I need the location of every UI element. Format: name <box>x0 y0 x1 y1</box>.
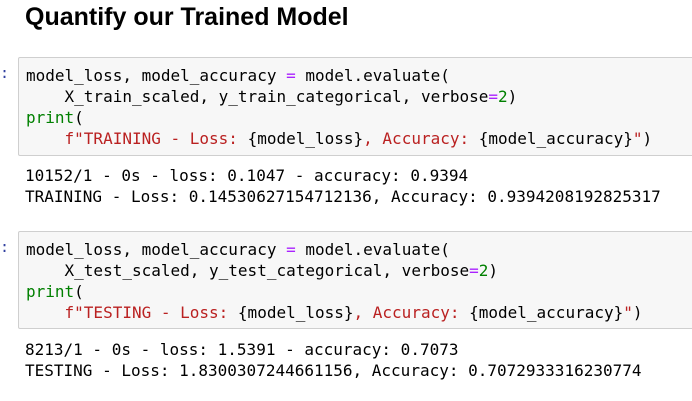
code-token: " <box>623 303 633 322</box>
code-token: X_test_scaled, y_test_categorical, verbo… <box>26 261 470 280</box>
code-token: f"TRAINING - Loss: <box>64 129 248 148</box>
code-token: 2 <box>498 87 508 106</box>
code-token: , Accuracy: <box>353 303 470 322</box>
code-token: = <box>488 87 499 106</box>
code-token: model_loss, model_accuracy <box>26 240 287 259</box>
code-token: = <box>469 261 479 280</box>
code-token: X_train_scaled, y_train_categorical, ver… <box>26 87 489 106</box>
code-token: = <box>286 66 296 85</box>
code-token: print <box>26 282 75 301</box>
cell-prompt: : <box>0 64 10 82</box>
code-token: {model_loss} <box>247 129 364 148</box>
code-token <box>26 303 65 322</box>
code-token: ) <box>507 87 518 106</box>
code-token: , Accuracy: <box>363 129 479 148</box>
output-line: TESTING - Loss: 1.8300307244661156, Accu… <box>25 361 642 380</box>
cell-prompt: : <box>0 238 10 256</box>
code-token: ( <box>74 108 84 127</box>
code: model_loss, model_accuracy = model.evalu… <box>26 65 692 149</box>
code-token <box>26 129 65 148</box>
code-token: f"TESTING - Loss: <box>64 303 238 322</box>
output-line: 10152/1 - 0s - loss: 0.1047 - accuracy: … <box>25 166 469 185</box>
code-token: model.evaluate( <box>295 66 450 85</box>
code-token: model.evaluate( <box>295 240 450 259</box>
code-token: = <box>286 240 296 259</box>
code-token: {model_accuracy} <box>478 129 633 148</box>
code-token: {model_accuracy} <box>469 303 624 322</box>
code-cell[interactable]: model_loss, model_accuracy = model.evalu… <box>18 57 692 156</box>
cell-output: 10152/1 - 0s - loss: 0.1047 - accuracy: … <box>25 165 661 207</box>
output-line: TRAINING - Loss: 0.14530627154712136, Ac… <box>25 187 661 206</box>
code-token: ) <box>632 303 643 322</box>
code-token: " <box>632 129 643 148</box>
code-token: ) <box>642 129 653 148</box>
code-token: ) <box>488 261 499 280</box>
code-token: model_loss, model_accuracy <box>26 66 287 85</box>
code: model_loss, model_accuracy = model.evalu… <box>26 239 692 323</box>
code-token: ( <box>74 282 84 301</box>
code-token: 2 <box>478 261 489 280</box>
section-title: Quantify our Trained Model <box>25 3 349 31</box>
cell-output: 8213/1 - 0s - loss: 1.5391 - accuracy: 0… <box>25 339 642 381</box>
output-line: 8213/1 - 0s - loss: 1.5391 - accuracy: 0… <box>25 340 459 359</box>
code-token: print <box>26 108 75 127</box>
code-token: {model_loss} <box>237 303 354 322</box>
code-cell[interactable]: model_loss, model_accuracy = model.evalu… <box>18 231 692 329</box>
